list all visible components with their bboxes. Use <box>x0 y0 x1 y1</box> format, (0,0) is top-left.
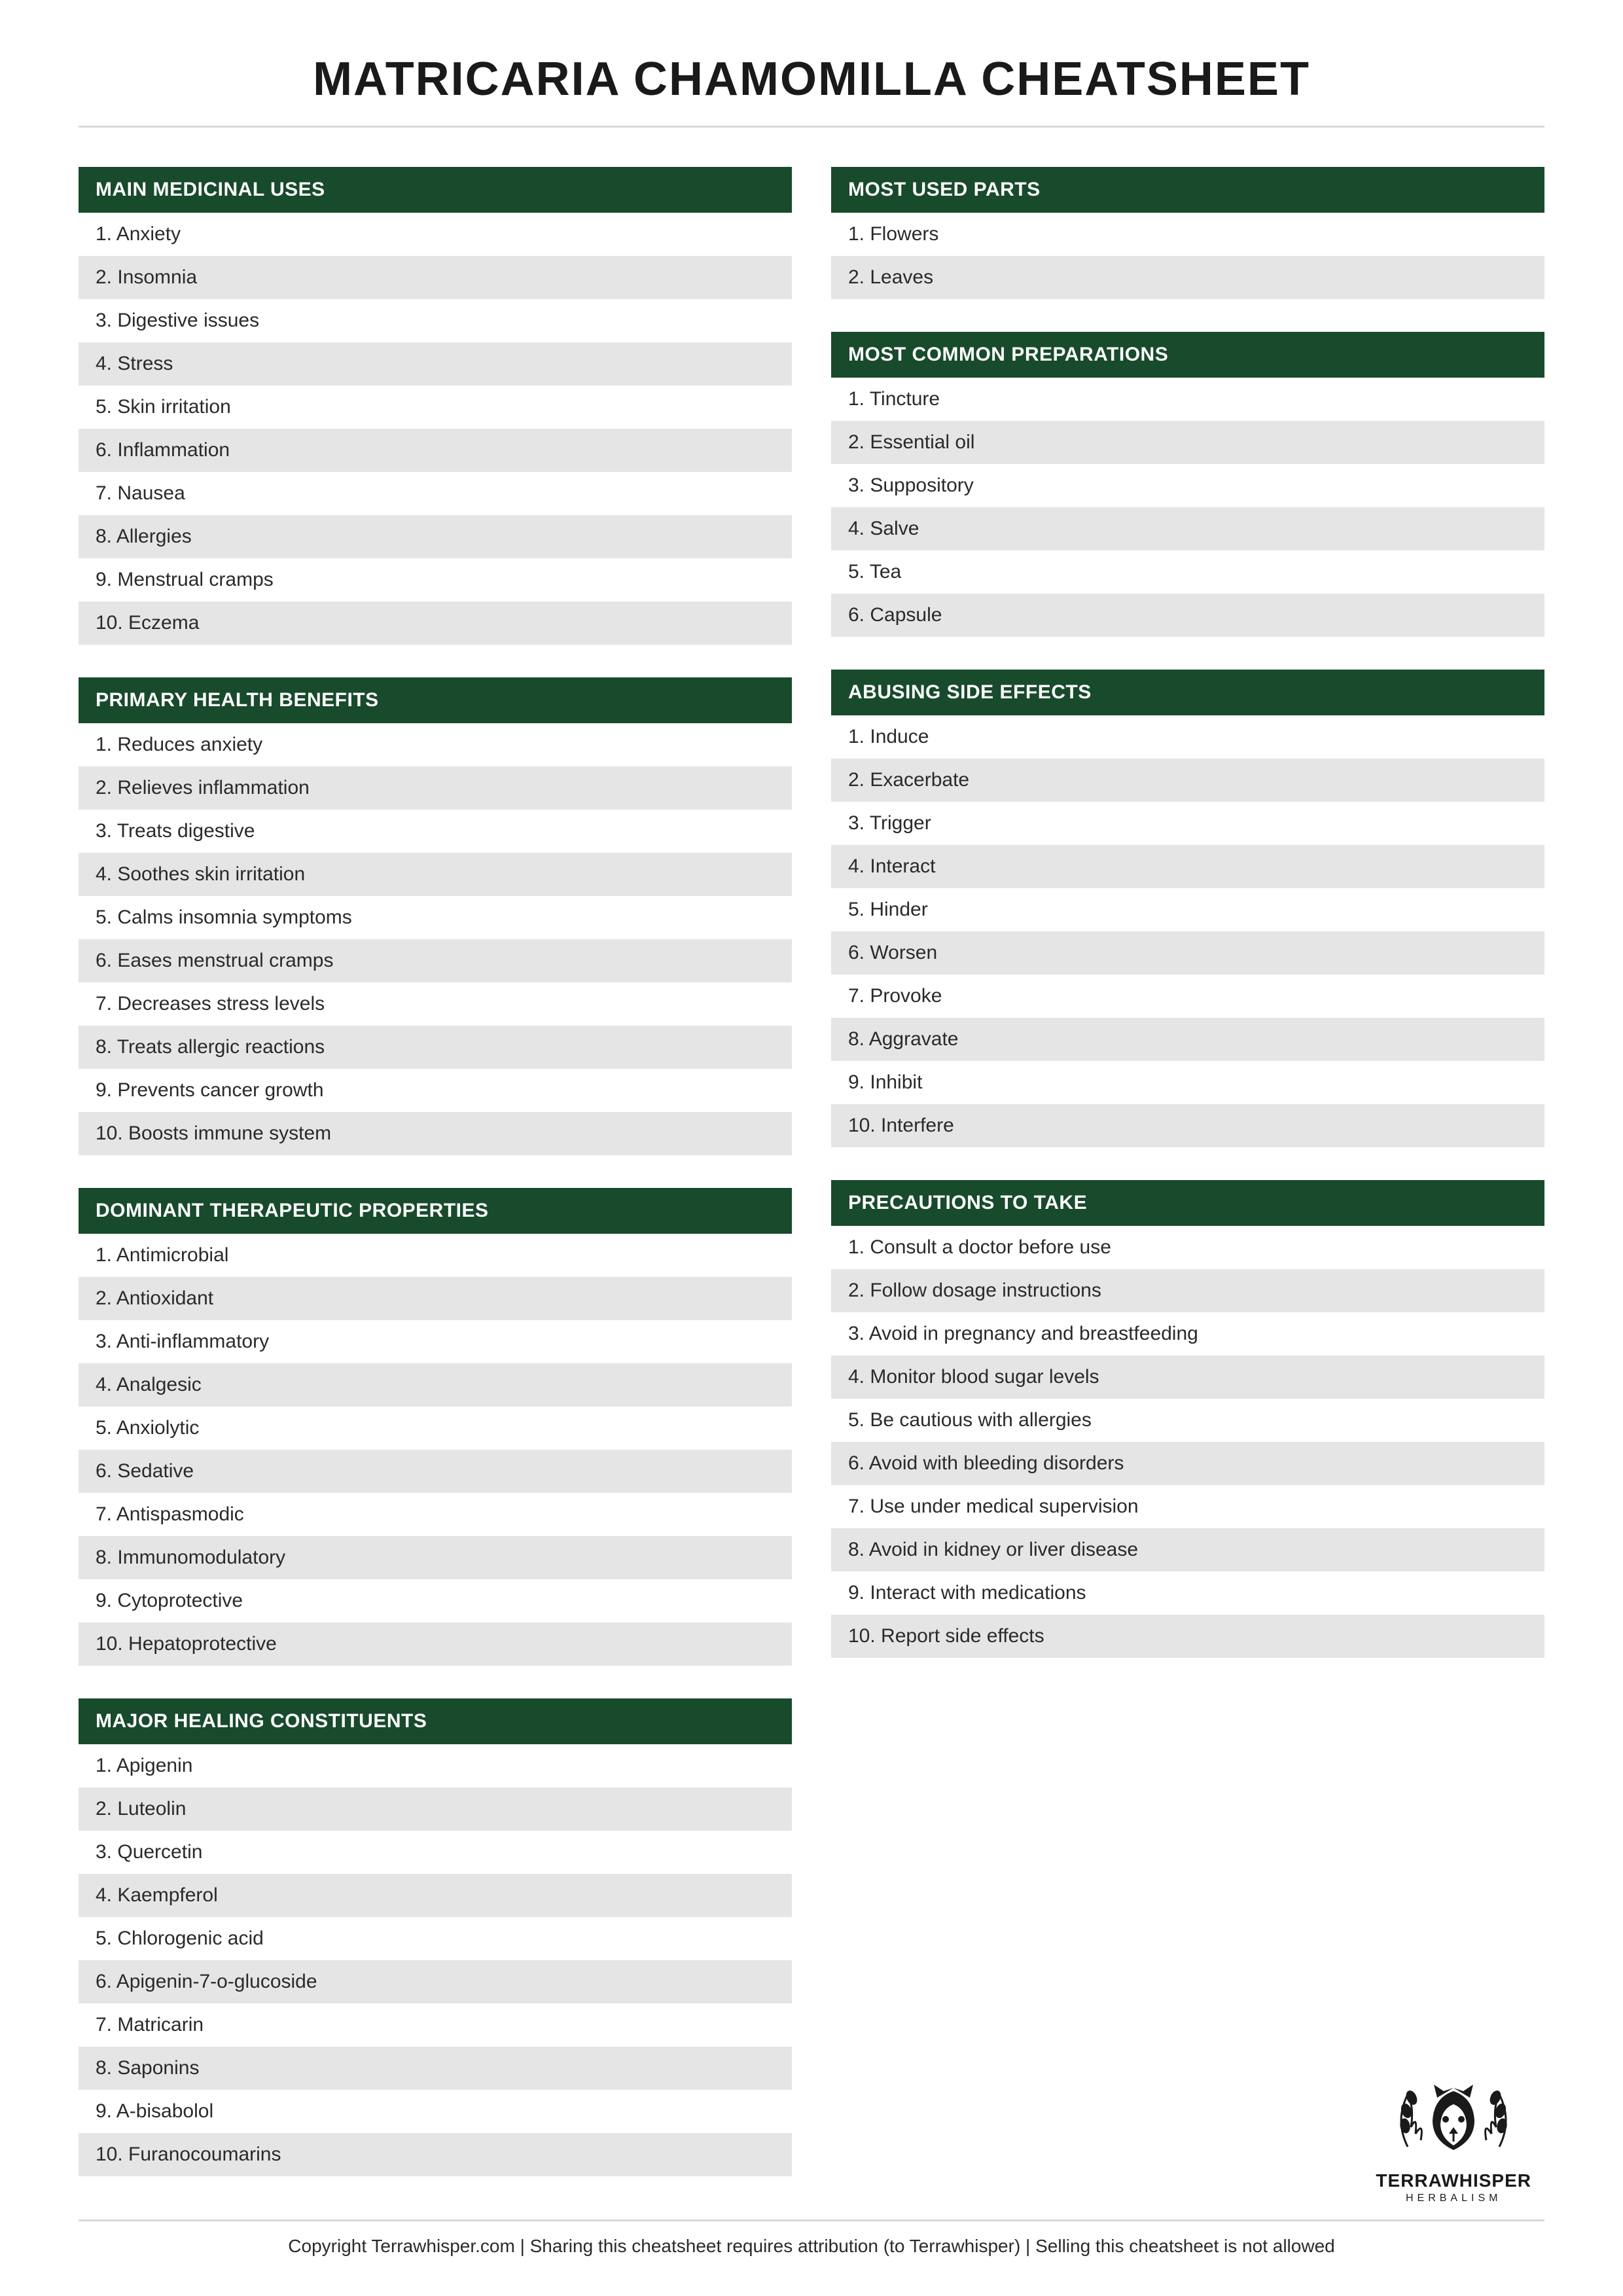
list-item: 1. Reduces anxiety <box>79 723 792 766</box>
list-item: 2. Luteolin <box>79 1787 792 1831</box>
list-item: 4. Soothes skin irritation <box>79 853 792 896</box>
list-item: 6. Sedative <box>79 1450 792 1493</box>
section: MAJOR HEALING CONSTITUENTS1. Apigenin2. … <box>79 1698 792 2176</box>
list-item: 5. Anxiolytic <box>79 1407 792 1450</box>
section: MOST COMMON PREPARATIONS1. Tincture2. Es… <box>831 332 1544 637</box>
list-item: 2. Follow dosage instructions <box>831 1269 1544 1312</box>
list-item: 9. Interact with medications <box>831 1571 1544 1615</box>
list-item: 3. Treats digestive <box>79 810 792 853</box>
section: ABUSING SIDE EFFECTS1. Induce2. Exacerba… <box>831 670 1544 1147</box>
right-column: MOST USED PARTS1. Flowers2. Leaves MOST C… <box>831 167 1544 1658</box>
list-item: 7. Provoke <box>831 975 1544 1018</box>
list-item: 9. A-bisabolol <box>79 2090 792 2133</box>
list-item: 2. Relieves inflammation <box>79 766 792 810</box>
list-item: 3. Quercetin <box>79 1831 792 1874</box>
footer-text: Copyright Terrawhisper.com | Sharing thi… <box>79 2233 1544 2257</box>
list-item: 9. Cytoprotective <box>79 1579 792 1623</box>
section-header: PRIMARY HEALTH BENEFITS <box>79 677 792 723</box>
list-item: 10. Hepatoprotective <box>79 1623 792 1666</box>
list-item: 4. Analgesic <box>79 1363 792 1407</box>
list-item: 4. Kaempferol <box>79 1874 792 1917</box>
list-item: 8. Aggravate <box>831 1018 1544 1061</box>
list-item: 8. Treats allergic reactions <box>79 1026 792 1069</box>
list-item: 1. Tincture <box>831 378 1544 421</box>
list-item: 6. Eases menstrual cramps <box>79 939 792 982</box>
list-item: 1. Consult a doctor before use <box>831 1226 1544 1269</box>
list-item: 7. Nausea <box>79 472 792 515</box>
brand-logo: TERRAWHISPER HERBALISM <box>1376 2068 1531 2204</box>
list-item: 10. Report side effects <box>831 1615 1544 1658</box>
list-item: 1. Flowers <box>831 213 1544 256</box>
section-header: MAJOR HEALING CONSTITUENTS <box>79 1698 792 1744</box>
list-item: 4. Monitor blood sugar levels <box>831 1355 1544 1399</box>
list-item: 8. Allergies <box>79 515 792 558</box>
list-item: 1. Apigenin <box>79 1744 792 1787</box>
left-column: MAIN MEDICINAL USES1. Anxiety2. Insomnia… <box>79 167 792 2176</box>
list-item: 1. Antimicrobial <box>79 1234 792 1277</box>
list-item: 6. Capsule <box>831 594 1544 637</box>
section: PRECAUTIONS TO TAKE1. Consult a doctor b… <box>831 1180 1544 1658</box>
list-item: 10. Eczema <box>79 601 792 645</box>
list-item: 9. Menstrual cramps <box>79 558 792 601</box>
list-item: 10. Boosts immune system <box>79 1112 792 1155</box>
list-item: 5. Hinder <box>831 888 1544 931</box>
list-item: 9. Prevents cancer growth <box>79 1069 792 1112</box>
list-item: 5. Skin irritation <box>79 386 792 429</box>
list-item: 2. Antioxidant <box>79 1277 792 1320</box>
list-item: 8. Immunomodulatory <box>79 1536 792 1579</box>
list-item: 6. Apigenin-7-o-glucoside <box>79 1960 792 2003</box>
section: MOST USED PARTS1. Flowers2. Leaves <box>831 167 1544 299</box>
list-item: 8. Avoid in kidney or liver disease <box>831 1528 1544 1571</box>
section-header: DOMINANT THERAPEUTIC PROPERTIES <box>79 1188 792 1234</box>
section-header: MOST COMMON PREPARATIONS <box>831 332 1544 378</box>
section-header: PRECAUTIONS TO TAKE <box>831 1180 1544 1226</box>
list-item: 7. Matricarin <box>79 2003 792 2047</box>
list-item: 6. Avoid with bleeding disorders <box>831 1442 1544 1485</box>
page-title: MATRICARIA CHAMOMILLA CHEATSHEET <box>79 52 1544 106</box>
list-item: 3. Digestive issues <box>79 299 792 342</box>
list-item: 3. Avoid in pregnancy and breastfeeding <box>831 1312 1544 1355</box>
list-item: 1. Anxiety <box>79 213 792 256</box>
list-item: 10. Interfere <box>831 1104 1544 1147</box>
list-item: 2. Leaves <box>831 256 1544 299</box>
list-item: 7. Use under medical supervision <box>831 1485 1544 1528</box>
fox-laurel-icon <box>1388 2068 1519 2166</box>
list-item: 5. Be cautious with allergies <box>831 1399 1544 1442</box>
list-item: 5. Chlorogenic acid <box>79 1917 792 1960</box>
list-item: 3. Trigger <box>831 802 1544 845</box>
list-item: 2. Exacerbate <box>831 759 1544 802</box>
list-item: 4. Salve <box>831 507 1544 550</box>
section: PRIMARY HEALTH BENEFITS1. Reduces anxiet… <box>79 677 792 1155</box>
bottom-rule <box>79 2219 1544 2221</box>
section-header: MAIN MEDICINAL USES <box>79 167 792 213</box>
list-item: 9. Inhibit <box>831 1061 1544 1104</box>
logo-name: TERRAWHISPER <box>1376 2170 1531 2191</box>
columns-container: MAIN MEDICINAL USES1. Anxiety2. Insomnia… <box>79 167 1544 2193</box>
list-item: 4. Interact <box>831 845 1544 888</box>
section-header: ABUSING SIDE EFFECTS <box>831 670 1544 715</box>
section: MAIN MEDICINAL USES1. Anxiety2. Insomnia… <box>79 167 792 645</box>
list-item: 7. Decreases stress levels <box>79 982 792 1026</box>
list-item: 5. Tea <box>831 550 1544 594</box>
list-item: 7. Antispasmodic <box>79 1493 792 1536</box>
list-item: 3. Anti-inflammatory <box>79 1320 792 1363</box>
logo-subtitle: HERBALISM <box>1376 2193 1531 2204</box>
section-header: MOST USED PARTS <box>831 167 1544 213</box>
list-item: 1. Induce <box>831 715 1544 759</box>
list-item: 5. Calms insomnia symptoms <box>79 896 792 939</box>
list-item: 2. Essential oil <box>831 421 1544 464</box>
list-item: 4. Stress <box>79 342 792 386</box>
list-item: 10. Furanocoumarins <box>79 2133 792 2176</box>
list-item: 2. Insomnia <box>79 256 792 299</box>
list-item: 3. Suppository <box>831 464 1544 507</box>
list-item: 8. Saponins <box>79 2047 792 2090</box>
list-item: 6. Worsen <box>831 931 1544 975</box>
top-rule <box>79 126 1544 128</box>
list-item: 6. Inflammation <box>79 429 792 472</box>
section: DOMINANT THERAPEUTIC PROPERTIES1. Antimi… <box>79 1188 792 1666</box>
